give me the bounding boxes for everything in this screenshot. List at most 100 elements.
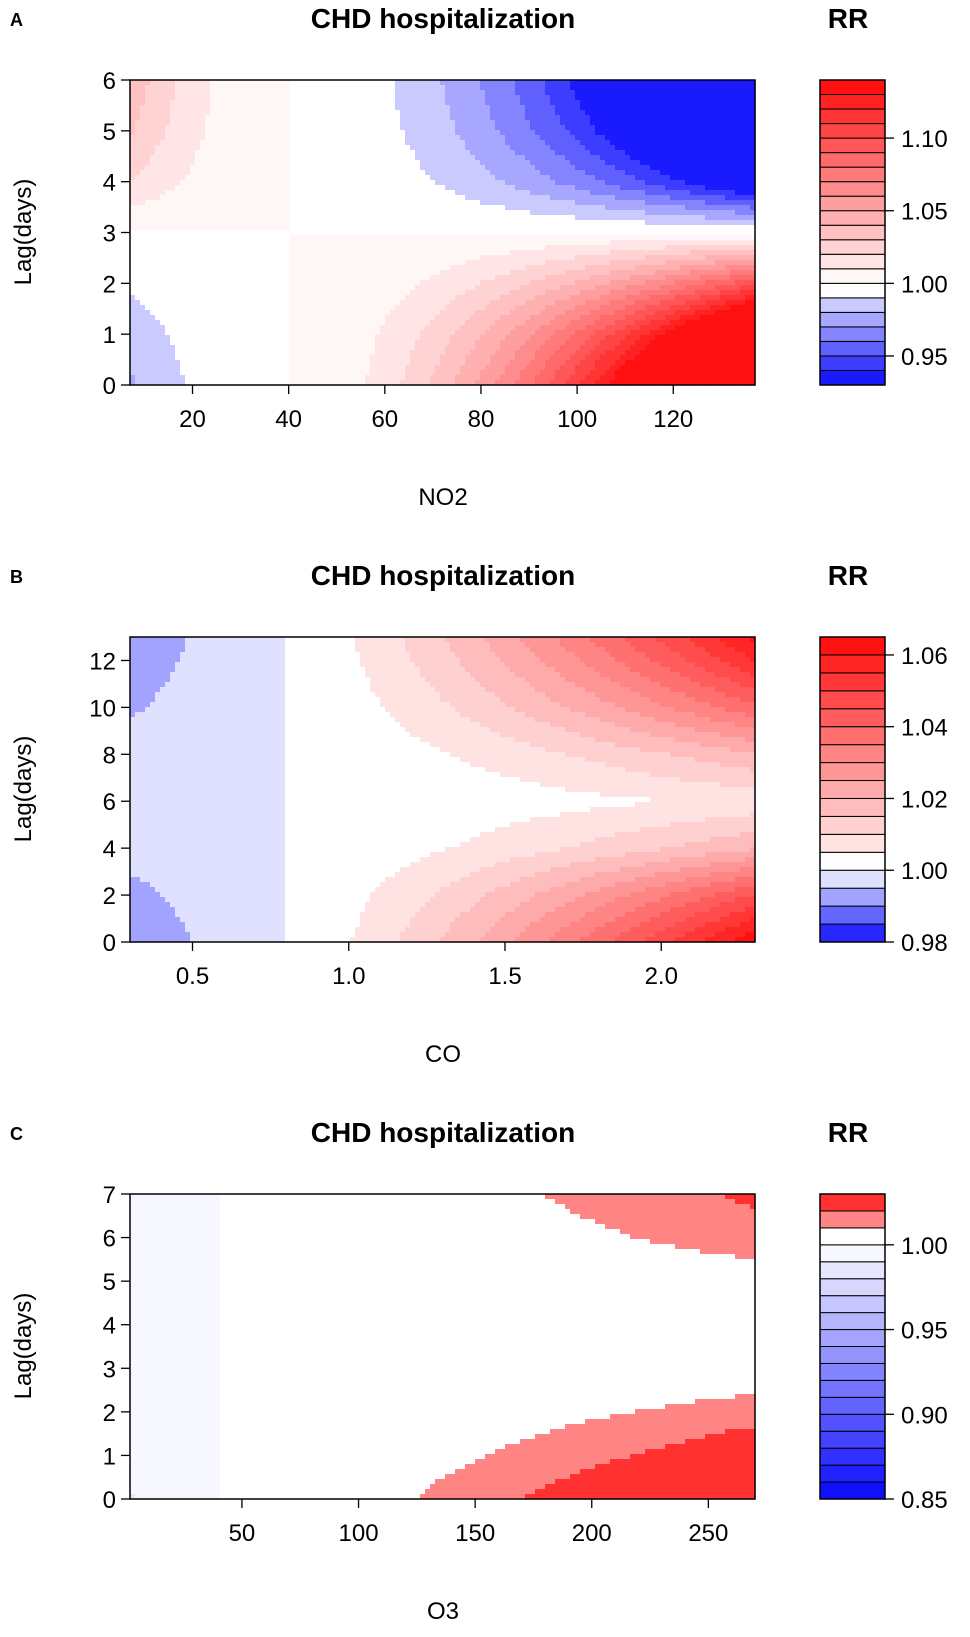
- heat-cell: [735, 245, 741, 251]
- heat-cell: [245, 165, 251, 171]
- heat-cell: [240, 205, 246, 211]
- heat-cell: [685, 195, 691, 201]
- heat-cell: [650, 195, 656, 201]
- heat-cell: [570, 125, 576, 131]
- heat-cell: [480, 240, 486, 246]
- heat-cell: [670, 240, 676, 246]
- heat-cell: [545, 120, 551, 126]
- heat-cell: [265, 235, 271, 241]
- heat-cell: [720, 245, 726, 251]
- heat-cell: [590, 275, 596, 281]
- heat-cell: [400, 230, 406, 236]
- heat-cell: [290, 155, 296, 161]
- heat-cell: [220, 100, 226, 106]
- heat-cell: [230, 205, 236, 211]
- heat-cell: [155, 195, 161, 201]
- heat-cell: [745, 120, 751, 126]
- heat-cell: [720, 90, 726, 96]
- heat-cell: [605, 265, 611, 271]
- heat-cell: [135, 210, 141, 216]
- heat-cell: [695, 80, 701, 86]
- heat-cell: [640, 270, 646, 276]
- heat-cell: [710, 220, 716, 226]
- heat-cell: [685, 220, 691, 226]
- heat-cell: [625, 255, 631, 261]
- heat-cell: [460, 220, 466, 226]
- heat-cell: [145, 115, 151, 121]
- heat-cell: [735, 260, 741, 266]
- heat-cell: [300, 275, 306, 281]
- heat-cell: [305, 265, 311, 271]
- heat-cell: [215, 225, 221, 231]
- heat-cell: [360, 275, 366, 281]
- heat-cell: [640, 160, 646, 166]
- heat-cell: [635, 95, 641, 101]
- heat-cell: [705, 210, 711, 216]
- heat-cell: [550, 105, 556, 111]
- heat-cell: [340, 245, 346, 251]
- heat-cell: [565, 95, 571, 101]
- heat-cell: [295, 255, 301, 261]
- heat-cell: [515, 175, 521, 181]
- heat-cell: [220, 245, 226, 251]
- heat-cell: [505, 160, 511, 166]
- heat-cell: [285, 270, 291, 276]
- heat-cell: [475, 190, 481, 196]
- heat-cell: [405, 155, 411, 161]
- heat-cell: [570, 185, 576, 191]
- heat-cell: [195, 95, 201, 101]
- heat-cell: [700, 270, 706, 276]
- heat-cell: [190, 100, 196, 106]
- heat-cell: [240, 100, 246, 106]
- heat-cell: [625, 100, 631, 106]
- heat-cell: [345, 115, 351, 121]
- heat-cell: [325, 115, 331, 121]
- heat-cell: [145, 110, 151, 116]
- heat-cell: [670, 265, 676, 271]
- heat-cell: [365, 230, 371, 236]
- heat-cell: [195, 85, 201, 91]
- heat-cell: [485, 275, 491, 281]
- heat-cell: [290, 135, 296, 141]
- heat-cell: [375, 255, 381, 261]
- heat-cell: [725, 120, 731, 126]
- heat-cell: [705, 200, 711, 206]
- heat-cell: [375, 115, 381, 121]
- heat-cell: [345, 95, 351, 101]
- heat-cell: [420, 215, 426, 221]
- heat-cell: [430, 265, 436, 271]
- heat-cell: [660, 155, 666, 161]
- heat-cell: [145, 210, 151, 216]
- heat-cell: [495, 90, 501, 96]
- heat-cell: [530, 150, 536, 156]
- heat-cell: [700, 110, 706, 116]
- heat-cell: [370, 85, 376, 91]
- heat-cell: [450, 105, 456, 111]
- heat-cell: [235, 200, 241, 206]
- heat-cell: [530, 240, 536, 246]
- heat-cell: [420, 235, 426, 241]
- heat-cell: [420, 135, 426, 141]
- heat-cell: [690, 220, 696, 226]
- heat-cell: [505, 230, 511, 236]
- heat-cell: [175, 125, 181, 131]
- heat-cell: [615, 135, 621, 141]
- heat-cell: [435, 180, 441, 186]
- heat-cell: [660, 125, 666, 131]
- heat-cell: [690, 275, 696, 281]
- heat-cell: [250, 190, 256, 196]
- heat-cell: [385, 85, 391, 91]
- heat-cell: [635, 100, 641, 106]
- heat-cell: [605, 130, 611, 136]
- heat-cell: [270, 275, 276, 281]
- heat-cell: [135, 175, 141, 181]
- heat-cell: [225, 175, 231, 181]
- heat-cell: [750, 110, 756, 116]
- heat-cell: [295, 270, 301, 276]
- heat-cell: [325, 220, 331, 226]
- heat-cell: [420, 110, 426, 116]
- heat-cell: [625, 155, 631, 161]
- heat-cell: [390, 255, 396, 261]
- heat-cell: [235, 140, 241, 146]
- heat-cell: [395, 135, 401, 141]
